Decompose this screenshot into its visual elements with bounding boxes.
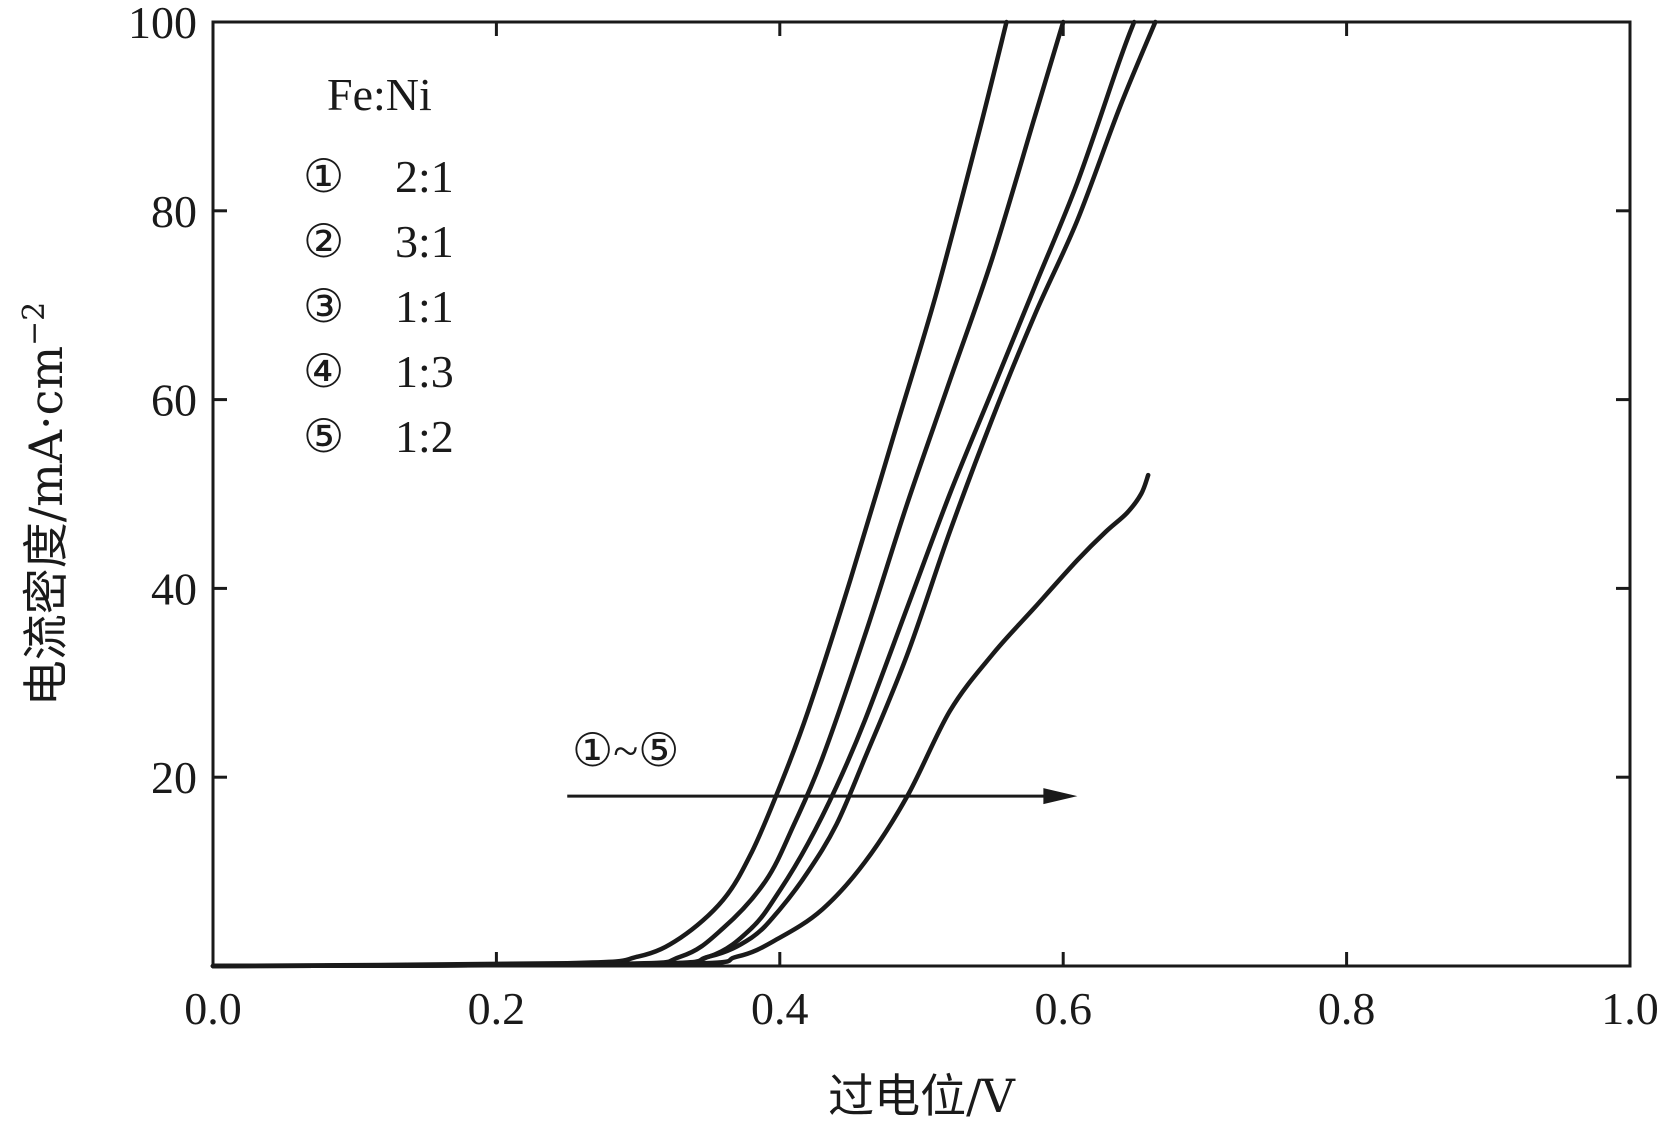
legend-label: 2:1 — [395, 151, 454, 202]
legend-marker: ④ — [303, 346, 344, 397]
legend-marker: ② — [303, 216, 344, 267]
arrow-head — [1043, 788, 1078, 805]
legend-marker: ⑤ — [303, 411, 344, 462]
annotation-label: ①~⑤ — [572, 725, 679, 776]
x-tick-label: 0.4 — [751, 983, 809, 1034]
x-tick-label: 0.8 — [1318, 983, 1376, 1034]
legend-label: 1:2 — [395, 411, 454, 462]
legend-label: 3:1 — [395, 216, 454, 267]
series-line — [210, 19, 1009, 969]
series-layer — [210, 19, 1158, 969]
legend-title: Fe:Ni — [327, 69, 432, 120]
y-tick-label: 40 — [151, 563, 197, 614]
annotation-arrow — [567, 788, 1078, 805]
tick-layer: 0.0 0.2 0.4 0.6 0.8 1.0 20 40 60 80 100 — [128, 0, 1659, 1034]
y-tick-label: 80 — [151, 186, 197, 237]
x-axis-title: 过电位/V — [828, 1069, 1015, 1123]
series-line — [210, 472, 1151, 969]
legend: ① 2:1 ② 3:1 ③ 1:1 ④ 1:3 ⑤ 1:2 — [303, 151, 454, 462]
legend-marker: ③ — [303, 281, 344, 332]
y-tick-label: 60 — [151, 375, 197, 426]
legend-label: 1:1 — [395, 281, 454, 332]
x-tick-label: 0.6 — [1034, 983, 1092, 1034]
x-tick-label: 0.0 — [184, 983, 242, 1034]
legend-label: 1:3 — [395, 346, 454, 397]
y-axis-title: 电流密度/mA·cm−2 — [17, 302, 73, 707]
y-axis-title-exponent: −2 — [17, 302, 52, 346]
plot-frame — [211, 20, 1632, 968]
x-tick-label: 1.0 — [1601, 983, 1659, 1034]
y-axis-title-main: 电流密度/mA·cm — [19, 346, 73, 706]
y-tick-label: 20 — [151, 752, 197, 803]
x-tick-label: 0.2 — [468, 983, 526, 1034]
legend-marker: ① — [303, 151, 344, 202]
y-tick-label: 100 — [128, 0, 197, 48]
